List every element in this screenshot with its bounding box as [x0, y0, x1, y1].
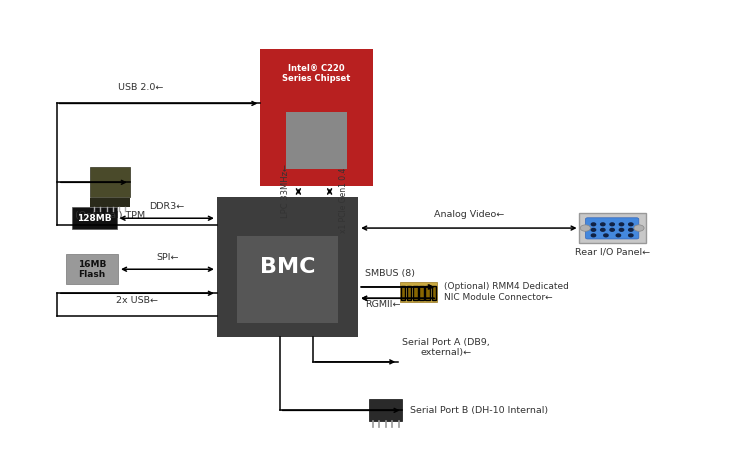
- Circle shape: [601, 223, 605, 225]
- FancyBboxPatch shape: [420, 286, 424, 300]
- FancyBboxPatch shape: [286, 112, 347, 169]
- Circle shape: [610, 223, 614, 225]
- Circle shape: [604, 234, 608, 237]
- FancyBboxPatch shape: [579, 213, 645, 244]
- Text: 16MB
Flash: 16MB Flash: [77, 260, 106, 279]
- Text: BMC: BMC: [260, 257, 315, 277]
- FancyBboxPatch shape: [66, 254, 118, 284]
- FancyBboxPatch shape: [401, 286, 406, 300]
- Text: 128MB: 128MB: [77, 214, 112, 223]
- Circle shape: [580, 225, 591, 232]
- Circle shape: [629, 234, 633, 237]
- Circle shape: [591, 223, 596, 225]
- FancyBboxPatch shape: [72, 207, 117, 229]
- Text: Rear I/O Panel←: Rear I/O Panel←: [575, 247, 650, 257]
- Text: x1 PCIe Gen1 0.4GB/s: x1 PCIe Gen1 0.4GB/s: [338, 150, 347, 233]
- Circle shape: [610, 228, 614, 231]
- FancyBboxPatch shape: [237, 236, 338, 323]
- FancyBboxPatch shape: [260, 49, 373, 186]
- Text: RGMII←: RGMII←: [366, 300, 401, 309]
- Text: Analog Video←: Analog Video←: [433, 210, 504, 219]
- Circle shape: [619, 223, 624, 225]
- Text: SPI←: SPI←: [156, 253, 178, 262]
- Circle shape: [634, 225, 644, 232]
- Circle shape: [601, 228, 605, 231]
- FancyBboxPatch shape: [431, 286, 436, 300]
- Text: Serial Port A (DB9,
external)←: Serial Port A (DB9, external)←: [402, 338, 490, 357]
- Text: Intel® C220
Series Chipset: Intel® C220 Series Chipset: [282, 63, 351, 83]
- Text: LPC 33MHz←: LPC 33MHz←: [281, 164, 289, 219]
- FancyBboxPatch shape: [401, 282, 436, 302]
- Text: (Optional) RMM4 Dedicated
NIC Module Connector←: (Optional) RMM4 Dedicated NIC Module Con…: [444, 282, 569, 302]
- Text: (Optional) TPM: (Optional) TPM: [75, 211, 145, 220]
- Circle shape: [629, 228, 633, 231]
- Text: SMBUS (8): SMBUS (8): [366, 269, 415, 277]
- FancyBboxPatch shape: [90, 198, 129, 207]
- FancyBboxPatch shape: [90, 168, 129, 197]
- Circle shape: [591, 234, 596, 237]
- FancyBboxPatch shape: [425, 286, 430, 300]
- Circle shape: [629, 223, 633, 225]
- Circle shape: [619, 228, 624, 231]
- Text: USB 2.0←: USB 2.0←: [118, 83, 163, 92]
- FancyBboxPatch shape: [407, 286, 412, 300]
- Text: DDR3←: DDR3←: [149, 202, 184, 211]
- Text: 2x USB←: 2x USB←: [116, 296, 158, 305]
- FancyBboxPatch shape: [369, 400, 403, 421]
- Circle shape: [591, 228, 596, 231]
- Circle shape: [616, 234, 621, 237]
- FancyBboxPatch shape: [217, 197, 358, 337]
- FancyBboxPatch shape: [413, 286, 417, 300]
- Text: Serial Port B (DH-10 Internal): Serial Port B (DH-10 Internal): [410, 406, 548, 415]
- FancyBboxPatch shape: [586, 218, 639, 239]
